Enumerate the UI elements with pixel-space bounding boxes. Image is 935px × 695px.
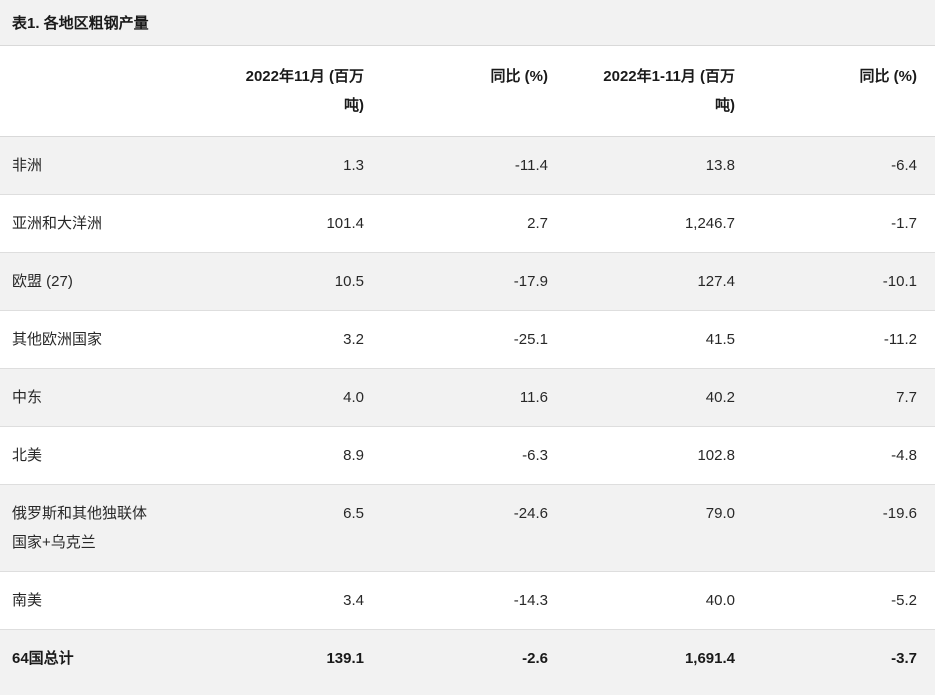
value-cell: 3.2 (343, 331, 364, 348)
table-row-total-64-countries: 64国总计 139.1 -2.6 1,691.4 -3.7 (0, 629, 935, 695)
value-cell: 2.7 (527, 215, 548, 232)
value-cell: -5.2 (891, 592, 917, 609)
table-row-south-america: 南美 3.4 -14.3 40.0 -5.2 (0, 571, 935, 630)
value-cell: 41.5 (705, 331, 735, 348)
region-cell: 非洲 (12, 157, 43, 174)
value-cell: -11.2 (883, 331, 917, 348)
table-row-russia-cis-ukraine: 俄罗斯和其他独联体国家+乌克兰 6.5 -24.6 79.0 -19.6 (0, 484, 935, 572)
value-cell: 79.0 (705, 505, 735, 522)
value-cell: 1,246.7 (684, 215, 735, 232)
table-row-asia-oceania: 亚洲和大洋洲 101.4 2.7 1,246.7 -1.7 (0, 194, 935, 253)
header-yoy-nov: 同比 (%) (382, 46, 566, 137)
region-cell: 亚洲和大洋洲 (12, 215, 103, 232)
value-cell: -1.7 (891, 215, 917, 232)
steel-production-table: 2022年11月 (百万吨) 同比 (%) 2022年1-11月 (百万吨) 同… (0, 46, 935, 695)
value-cell: -4.8 (891, 447, 917, 464)
value-cell: 101.4 (326, 215, 364, 232)
header-nov-2022: 2022年11月 (百万吨) (175, 46, 382, 137)
value-cell: -25.1 (513, 331, 548, 348)
value-cell: 127.4 (697, 273, 735, 290)
table-row-africa: 非洲 1.3 -11.4 13.8 -6.4 (0, 136, 935, 195)
region-cell: 南美 (12, 592, 43, 609)
value-cell: -17.9 (513, 273, 548, 290)
table-row-north-america: 北美 8.9 -6.3 102.8 -4.8 (0, 426, 935, 485)
value-cell: -6.4 (891, 157, 917, 174)
value-cell: -14.3 (513, 592, 548, 609)
table-row-eu27: 欧盟 (27) 10.5 -17.9 127.4 -10.1 (0, 252, 935, 311)
value-cell: 40.2 (705, 389, 735, 406)
header-row: 2022年11月 (百万吨) 同比 (%) 2022年1-11月 (百万吨) 同… (0, 46, 935, 137)
value-cell: 6.5 (343, 505, 364, 522)
value-cell: 10.5 (334, 273, 364, 290)
region-cell: 俄罗斯和其他独联体国家+乌克兰 (12, 505, 148, 551)
header-region (0, 46, 175, 137)
value-cell: 139.1 (326, 650, 364, 667)
value-cell: -19.6 (882, 505, 917, 522)
region-cell: 北美 (12, 447, 43, 464)
region-cell: 其他欧洲国家 (12, 331, 103, 348)
value-cell: -2.6 (522, 650, 548, 667)
table-row-middle-east: 中东 4.0 11.6 40.2 7.7 (0, 368, 935, 427)
value-cell: 4.0 (343, 389, 364, 406)
region-cell: 欧盟 (27) (12, 273, 73, 290)
value-cell: 102.8 (697, 447, 735, 464)
header-yoy-jan-nov-label: 同比 (%) (859, 68, 918, 85)
table-title-bar: 表1. 各地区粗钢产量 (0, 0, 935, 46)
header-jan-nov-2022: 2022年1-11月 (百万吨) (566, 46, 753, 137)
value-cell: 13.8 (705, 157, 735, 174)
value-cell: -10.1 (882, 273, 917, 290)
table-row-other-europe: 其他欧洲国家 3.2 -25.1 41.5 -11.2 (0, 310, 935, 369)
value-cell: 40.0 (705, 592, 735, 609)
value-cell: -24.6 (513, 505, 548, 522)
value-cell: 7.7 (896, 389, 917, 406)
value-cell: -3.7 (891, 650, 917, 667)
table-title: 表1. 各地区粗钢产量 (12, 15, 149, 32)
region-cell: 中东 (12, 389, 43, 406)
value-cell: 1.3 (343, 157, 364, 174)
value-cell: -11.4 (514, 157, 548, 174)
value-cell: 3.4 (343, 592, 364, 609)
region-cell: 64国总计 (12, 650, 74, 667)
value-cell: 1,691.4 (684, 650, 735, 667)
header-yoy-nov-label: 同比 (%) (490, 68, 549, 85)
header-nov-2022-label: 2022年11月 (百万吨) (245, 68, 364, 114)
header-yoy-jan-nov: 同比 (%) (753, 46, 935, 137)
header-jan-nov-2022-label: 2022年1-11月 (百万吨) (603, 68, 735, 114)
value-cell: 8.9 (343, 447, 364, 464)
value-cell: -6.3 (522, 447, 548, 464)
value-cell: 11.6 (519, 389, 548, 406)
